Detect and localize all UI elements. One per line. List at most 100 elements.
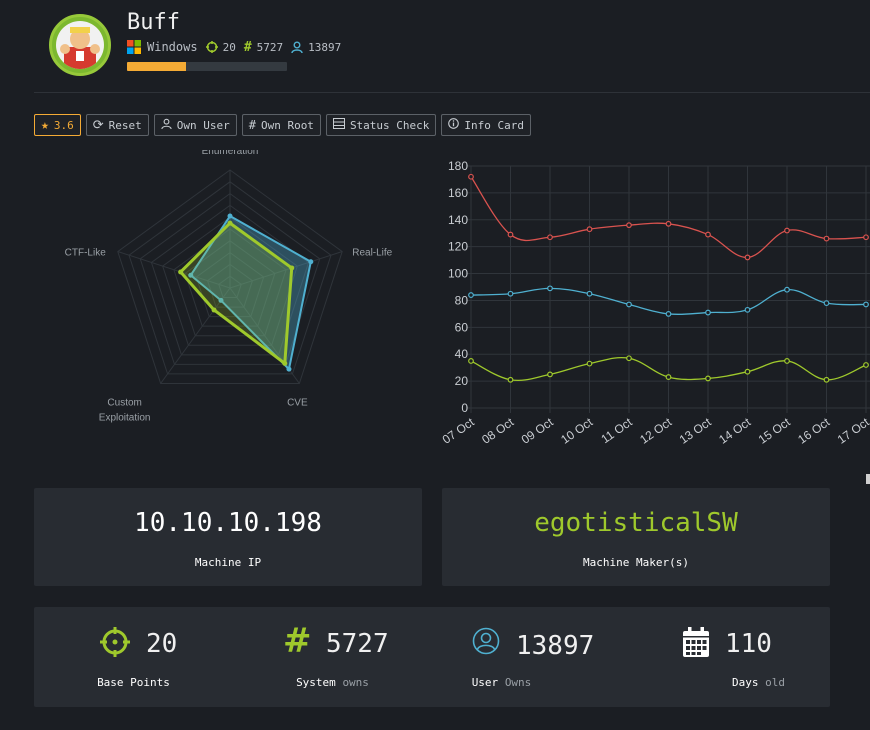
points-value: 20	[222, 40, 236, 54]
radar-grid-ring	[128, 181, 332, 375]
x-tick-label: 13 Oct	[677, 415, 715, 447]
os-label: Windows	[147, 40, 198, 54]
y-tick-label: 0	[461, 401, 468, 415]
series-point	[547, 371, 553, 378]
ownership-line-chart: 0 20 40 60 80 100 120 140 160 180 07 Oct 08 Oct 09 O…	[440, 159, 870, 447]
radar-series-area	[189, 215, 312, 371]
base-points-label-text: Base Points	[97, 676, 170, 689]
stat-system-owns: # 5727 System owns	[233, 607, 432, 707]
machine-maker-label: Machine Maker(s)	[583, 556, 689, 569]
series-point	[744, 368, 751, 375]
series-point	[586, 226, 593, 233]
status-check-button[interactable]: Status Check	[325, 114, 437, 136]
radar-axis-line	[229, 251, 343, 289]
rating-button[interactable]: ★ 3.6	[34, 114, 81, 136]
crosshair-icon	[100, 627, 130, 661]
series-point	[784, 358, 790, 364]
own-root-button[interactable]: # Own Root	[241, 114, 321, 136]
status-check-label: Status Check	[349, 118, 430, 132]
radar-point	[289, 265, 295, 271]
server-icon	[332, 118, 345, 132]
radar-point	[227, 213, 233, 219]
system-owns-value: 5727	[256, 40, 284, 54]
radar-point	[286, 366, 292, 372]
series-point	[626, 355, 632, 362]
machine-name: Buff	[127, 10, 180, 35]
x-tick-label: 10 Oct	[558, 415, 596, 447]
series-point	[626, 301, 632, 308]
series-point	[547, 285, 553, 292]
x-tick-label: 15 Oct	[756, 415, 794, 447]
reset-button[interactable]: ⟳ Reset	[85, 114, 149, 136]
y-tick-label: 80	[455, 293, 469, 307]
system-owns-value: 5727	[326, 629, 389, 659]
radar-point	[227, 220, 233, 226]
own-root-label: Own Root	[260, 118, 314, 132]
header-divider	[34, 92, 870, 93]
radar-point	[282, 360, 288, 366]
system-owns-label: System owns	[233, 676, 432, 689]
radar-axis-label: Enumeration	[202, 150, 259, 157]
user-outline-icon	[161, 118, 172, 132]
own-user-label: Own User	[176, 118, 230, 132]
series-point	[744, 254, 751, 261]
rating-radar-chart: Enumeration Real-Life CVE Custom CTF-Like Exp…	[65, 150, 393, 423]
x-tick-label: 09 Oct	[519, 415, 557, 447]
series-point	[468, 358, 474, 364]
progress-bar	[127, 62, 287, 71]
user-label-text: User	[471, 676, 499, 689]
system-label-text: System	[296, 676, 336, 689]
radar-point	[211, 307, 217, 313]
edge-marker	[866, 474, 870, 484]
series-point	[468, 173, 474, 180]
series-point	[507, 376, 514, 383]
series-point	[468, 292, 474, 298]
toolbar: ★ 3.6 ⟳ Reset Own User # Own Root Status…	[34, 114, 532, 136]
info-card-label: Info Card	[464, 118, 525, 132]
progress-fill	[127, 62, 187, 71]
user-suffix-text: Owns	[504, 676, 532, 689]
series-point	[507, 231, 514, 238]
x-tick-label: 11 Oct	[598, 415, 635, 447]
radar-axis-label: CTF-Like	[65, 248, 107, 259]
refresh-icon: ⟳	[92, 117, 104, 133]
user-icon	[291, 41, 303, 54]
radar-grid-ring	[117, 169, 343, 384]
stats-card: 20 Base Points # 5727 System owns 13897 …	[34, 607, 830, 707]
days-label-text: Days	[732, 676, 759, 689]
radar-axis-label: CVE	[287, 397, 308, 408]
series-point	[823, 300, 830, 307]
y-tick-label: 100	[448, 267, 468, 281]
series-point	[744, 306, 751, 313]
info-icon	[448, 118, 460, 132]
star-icon: ★	[41, 117, 49, 133]
x-tick-label: 07 Oct	[440, 415, 478, 447]
radar-grid-ring	[184, 240, 276, 327]
radar-point	[188, 272, 194, 278]
stat-user-owns: 13897 User Owns	[432, 607, 631, 707]
machine-ip[interactable]: 10.10.10.198	[134, 508, 322, 538]
radar-axis-label: Custom	[107, 397, 141, 408]
radar-axis-label: Real-Life	[352, 248, 392, 259]
info-card-button[interactable]: Info Card	[441, 114, 532, 136]
radar-series-area	[179, 221, 294, 365]
radar-grid-ring	[162, 216, 298, 346]
machine-avatar	[49, 14, 111, 76]
machine-maker[interactable]: egotisticalSW	[534, 508, 738, 538]
hash-icon: #	[248, 118, 256, 132]
radar-grid-ring	[195, 251, 265, 318]
series-point	[626, 222, 632, 229]
user-owns-label: User Owns	[402, 676, 601, 689]
series-point	[784, 227, 790, 234]
x-tick-label: 08 Oct	[479, 415, 517, 447]
own-user-button[interactable]: Own User	[153, 114, 237, 136]
hash-icon: #	[283, 621, 312, 661]
series-point	[863, 234, 869, 241]
series-point	[586, 360, 593, 367]
radar-grid-ring	[173, 228, 287, 337]
series-point	[507, 290, 514, 297]
series-point	[705, 231, 711, 238]
user-circle-icon	[472, 627, 500, 659]
machine-header: Buff Windows 20 # 5727 13897	[0, 0, 870, 92]
radar-grid-ring	[139, 192, 321, 365]
